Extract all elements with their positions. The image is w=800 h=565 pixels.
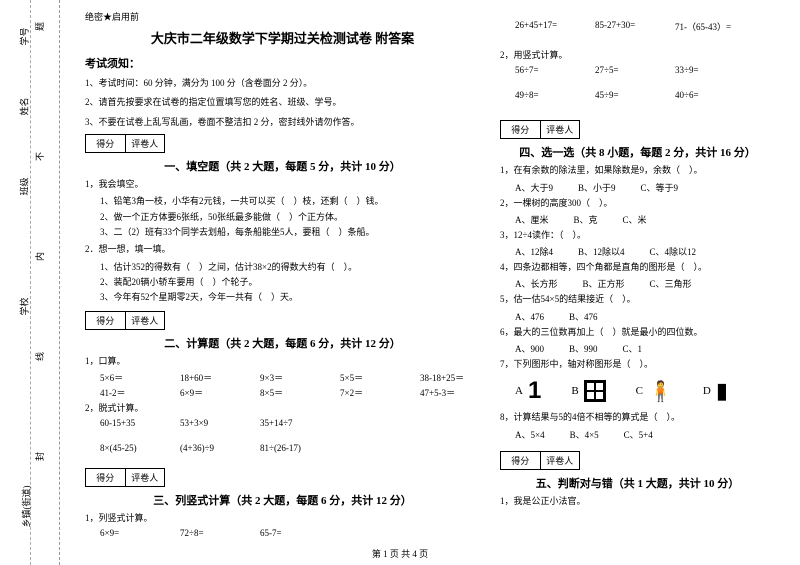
s2-q2-row1: 60-15+35 53+3×9 35+14÷7 xyxy=(85,418,480,428)
s3-q1-header: 1，列竖式计算。 xyxy=(85,511,480,526)
s4-q3: 3，12÷4读作：（ ）。 xyxy=(500,228,775,243)
figure-icon: 🧍 xyxy=(648,379,673,404)
margin-seal: 封 xyxy=(33,452,46,461)
s4-q2-opts: A、厘米 B、克 C、米 xyxy=(500,213,775,226)
s4-q5-opts: A、476 B、476 xyxy=(500,310,775,323)
option-a: A 1 xyxy=(515,377,541,405)
content-area: 绝密★启用前 大庆市二年级数学下学期过关检测试卷 附答案 考试须知： 1、考试时… xyxy=(60,0,800,565)
s4-q7: 7，下列图形中，轴对称图形是（ ）。 xyxy=(500,357,775,372)
margin-inner: 内 xyxy=(33,252,46,261)
s1-q1-header: 1，我会填空。 xyxy=(85,177,480,192)
s3-q2-row1: 56÷7= 27÷5= 33÷9= xyxy=(500,65,775,75)
s1-q2-3: 3、今年有52个星期零2天，今年一共有（ ）天。 xyxy=(85,290,480,305)
margin-number-label: 学号 xyxy=(18,27,31,45)
number-one-icon: 1 xyxy=(528,377,541,405)
s4-q4-opts: A、长方形 B、正方形 C、三角形 xyxy=(500,277,775,290)
left-column: 绝密★启用前 大庆市二年级数学下学期过关检测试卷 附答案 考试须知： 1、考试时… xyxy=(75,10,490,555)
margin-name-label: 姓名 xyxy=(18,97,31,115)
option-b: B xyxy=(571,380,605,402)
s4-q3-opts: A、12除4 B、12除以4 C、4除以12 xyxy=(500,245,775,258)
s4-q7-images: A 1 B C 🧍 D ▮ xyxy=(500,377,775,405)
s2-q1-header: 1，口算。 xyxy=(85,354,480,369)
s4-q1-opts: A、大于9 B、小于9 C、等于9 xyxy=(500,181,775,194)
s4-q6: 6，最大的三位数再加上（ ）就是最小的四位数。 xyxy=(500,325,775,340)
s3-q1-row2: 26+45+17= 85-27+30= 71-（65-43）= xyxy=(500,20,775,33)
margin-class-label: 班级 xyxy=(18,177,31,195)
s4-q5: 5，估一估54×5的结果接近（ ）。 xyxy=(500,292,775,307)
s4-q2: 2，一棵树的高度300（ ）。 xyxy=(500,196,775,211)
option-c: C 🧍 xyxy=(636,379,673,404)
score-box-2: 得分 评卷人 xyxy=(85,311,165,330)
s1-q1-2: 2、做一个正方体要6张纸，50张纸最多能做（ ）个正方体。 xyxy=(85,210,480,225)
s5-q1: 1，我是公正小法官。 xyxy=(500,494,775,509)
score-box-3: 得分 评卷人 xyxy=(85,468,165,487)
section2-title: 二、计算题（共 2 大题，每题 6 分，共计 12 分） xyxy=(85,335,480,351)
secret-label: 绝密★启用前 xyxy=(85,10,480,23)
section4-title: 四、选一选（共 8 小题，每题 2 分，共计 16 分） xyxy=(500,144,775,160)
option-d: D ▮ xyxy=(703,378,728,404)
margin-question: 题 xyxy=(33,22,46,31)
reviewer-label: 评卷人 xyxy=(126,135,165,152)
instruction-2: 2、请首先按要求在试卷的指定位置填写您的姓名、班级、学号。 xyxy=(85,95,480,109)
section3-title: 三、列竖式计算（共 2 大题，每题 6 分，共计 12 分） xyxy=(85,492,480,508)
s1-q2-header: 2．想一想，填一填。 xyxy=(85,242,480,257)
margin-township-label: 乡镇(街道) xyxy=(20,486,33,528)
s2-q1-row1: 5×6＝ 18+60＝ 9×3＝ 5×5＝ 38-18+25＝ xyxy=(85,371,480,384)
s4-q6-opts: A、900 B、990 C、1 xyxy=(500,342,775,355)
score-label: 得分 xyxy=(86,135,126,152)
grid-icon xyxy=(584,380,606,402)
s1-q1-3: 3、二（2）班有33个同学去划船，每条船能坐5人，要租（ ）条船。 xyxy=(85,225,480,240)
comb-icon: ▮ xyxy=(716,378,728,404)
s1-q2-2: 2、装配20辆小轿车要用（ ）个轮子。 xyxy=(85,275,480,290)
instruction-1: 1、考试时间：60 分钟，满分为 100 分（含卷面分 2 分）。 xyxy=(85,76,480,90)
s1-q1-1: 1、铅笔3角一枝，小华有2元钱，一共可以买（ ）枝，还剩（ ）钱。 xyxy=(85,194,480,209)
section5-title: 五、判断对与错（共 1 大题，共计 10 分） xyxy=(500,475,775,491)
s4-q4: 4，四条边都相等，四个角都是直角的图形是（ ）。 xyxy=(500,260,775,275)
score-box-1: 得分 评卷人 xyxy=(85,134,165,153)
page-footer: 第 1 页 共 4 页 xyxy=(372,547,428,560)
s3-q2-row2: 49÷8= 45÷9= 40÷6= xyxy=(500,90,775,100)
margin-school-label: 学校 xyxy=(18,297,31,315)
s2-q2-row2: 8×(45-25) (4+36)÷9 81÷(26-17) xyxy=(85,443,480,453)
s2-q1-row2: 41-2＝ 6×9＝ 8×5＝ 7×2＝ 47+5-3＝ xyxy=(85,386,480,399)
score-box-5: 得分 评卷人 xyxy=(500,451,580,470)
margin-line: 线 xyxy=(33,352,46,361)
s3-q1-row1: 6×9= 72÷8= 65-7= xyxy=(85,528,480,538)
s4-q8: 8，计算结果与5的4倍不相等的算式是（ ）。 xyxy=(500,410,775,425)
s1-q2-1: 1、估计352的得数有（ ）之间，估计38×2的得数大约有（ ）。 xyxy=(85,260,480,275)
s3-q2-header: 2，用竖式计算。 xyxy=(500,48,775,63)
binding-margin: 学号 姓名 班级 学校 乡镇(街道) 内 线 封 不 题 xyxy=(0,0,60,565)
s4-q1: 1，在有余数的除法里，如果除数是9，余数（ ）。 xyxy=(500,163,775,178)
exam-title: 大庆市二年级数学下学期过关检测试卷 附答案 xyxy=(85,28,480,47)
s2-q2-header: 2，脱式计算。 xyxy=(85,401,480,416)
margin-cut: 不 xyxy=(33,152,46,161)
score-box-4: 得分 评卷人 xyxy=(500,120,580,139)
instruction-3: 3、不要在试卷上乱写乱画，卷面不整洁扣 2 分，密封线外请勿作答。 xyxy=(85,115,480,129)
right-column: 26+45+17= 85-27+30= 71-（65-43）= 2，用竖式计算。… xyxy=(490,10,785,555)
section1-title: 一、填空题（共 2 大题，每题 5 分，共计 10 分） xyxy=(85,158,480,174)
s4-q8-opts: A、5×4 B、4×5 C、5+4 xyxy=(500,428,775,441)
notice-header: 考试须知： xyxy=(85,55,480,71)
